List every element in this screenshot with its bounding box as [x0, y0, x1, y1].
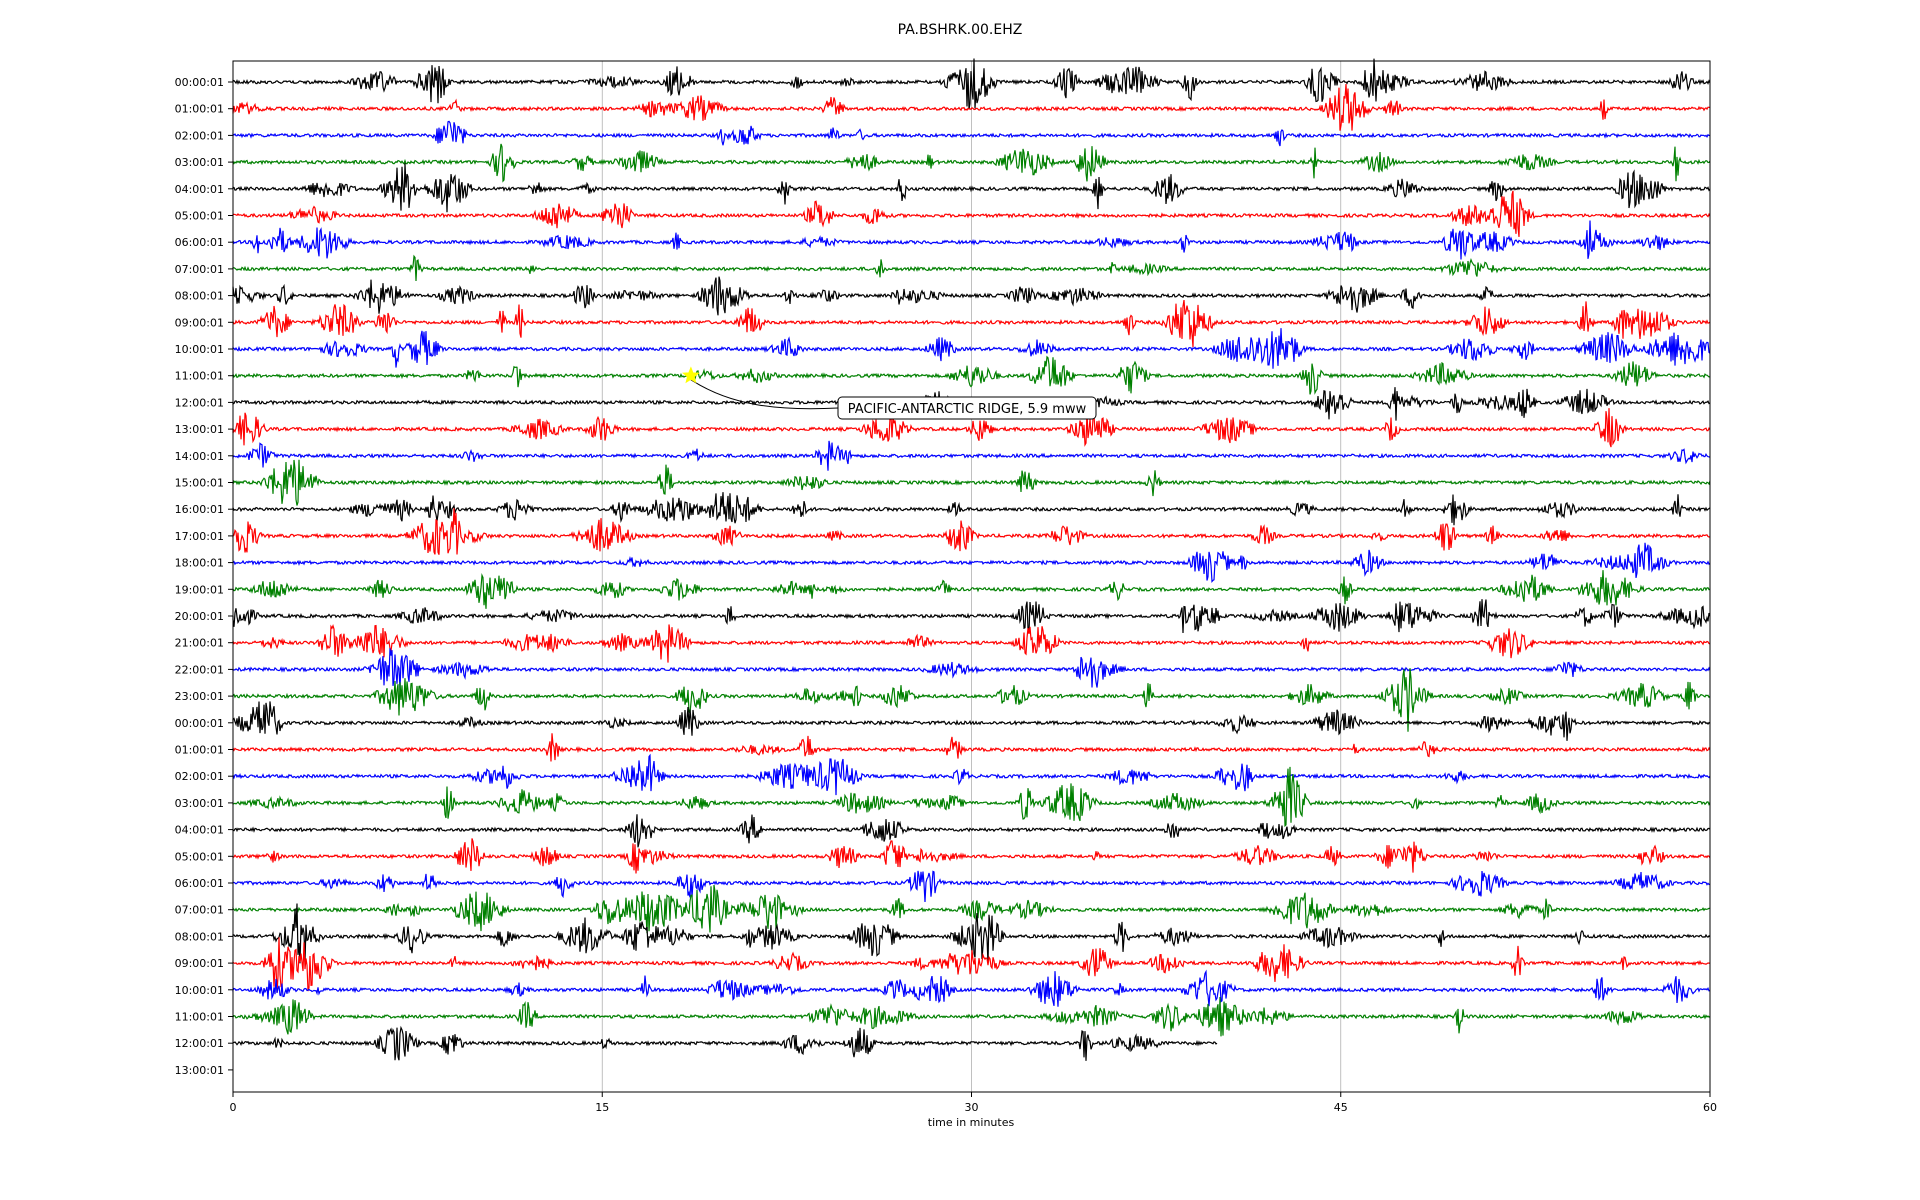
trace-row-2	[232, 120, 1711, 147]
trace-row-36	[232, 1025, 1218, 1061]
x-tick-label-2: 30	[965, 1101, 979, 1114]
grid-lines	[601, 61, 1342, 1092]
y-tick-label-16: 16:00:01	[175, 503, 224, 516]
y-tick-label-26: 02:00:01	[175, 770, 224, 783]
y-tick-label-15: 15:00:01	[175, 477, 224, 490]
trace-row-32	[232, 903, 1711, 964]
x-tick-label-3: 45	[1334, 1101, 1348, 1114]
y-tick-label-32: 08:00:01	[175, 930, 224, 943]
x-axis-label: time in minutes	[928, 1116, 1015, 1129]
x-tick-label-4: 60	[1703, 1101, 1717, 1114]
annotation-connector	[690, 379, 839, 410]
y-tick-label-13: 13:00:01	[175, 423, 224, 436]
trace-row-19	[232, 570, 1711, 609]
y-tick-label-24: 00:00:01	[175, 717, 224, 730]
trace-row-22	[232, 648, 1711, 690]
trace-row-23	[232, 668, 1711, 732]
trace-row-14	[232, 440, 1711, 471]
y-tick-label-2: 02:00:01	[175, 129, 224, 142]
y-tick-label-35: 11:00:01	[175, 1011, 224, 1024]
trace-row-1	[232, 83, 1711, 131]
trace-row-7	[232, 254, 1711, 282]
trace-row-9	[232, 300, 1711, 348]
y-tick-label-6: 06:00:01	[175, 236, 224, 249]
annotation-text: PACIFIC-ANTARCTIC RIDGE, 5.9 mww	[848, 402, 1087, 417]
event-star-icon	[682, 366, 700, 384]
trace-row-21	[232, 624, 1711, 663]
y-tick-label-22: 22:00:01	[175, 663, 224, 676]
trace-row-8	[232, 276, 1711, 316]
trace-row-16	[232, 492, 1711, 526]
trace-row-30	[232, 870, 1711, 903]
plot-frame	[232, 60, 1711, 1093]
seismic-traces	[232, 58, 1711, 1061]
y-tick-label-36: 12:00:01	[175, 1037, 224, 1050]
y-tick-label-5: 05:00:01	[175, 210, 224, 223]
y-tick-label-37: 13:00:01	[175, 1064, 224, 1077]
trace-row-20	[232, 599, 1711, 634]
x-axis-ticks: 0 15 30 45 60	[230, 1092, 1717, 1114]
y-tick-label-30: 06:00:01	[175, 877, 224, 890]
trace-row-35	[232, 996, 1711, 1037]
annotation-box	[837, 396, 1097, 420]
y-tick-label-10: 10:00:01	[175, 343, 224, 356]
y-tick-label-8: 08:00:01	[175, 290, 224, 303]
y-tick-label-9: 09:00:01	[175, 316, 224, 329]
y-tick-label-14: 14:00:01	[175, 450, 224, 463]
y-tick-label-23: 23:00:01	[175, 690, 224, 703]
y-tick-labels: 00:00:01 01:00:01 02:00:01 03:00:01 04:00:01…	[175, 76, 233, 1077]
y-tick-label-0: 00:00:01	[175, 76, 224, 89]
y-tick-label-31: 07:00:01	[175, 904, 224, 917]
y-tick-label-17: 17:00:01	[175, 530, 224, 543]
y-tick-label-27: 03:00:01	[175, 797, 224, 810]
y-tick-label-21: 21:00:01	[175, 637, 224, 650]
trace-row-33	[232, 937, 1711, 993]
x-tick-label-0: 0	[230, 1101, 237, 1114]
trace-row-6	[232, 220, 1711, 260]
chart-title: PA.BSHRK.00.EHZ	[897, 22, 1023, 38]
trace-row-34	[232, 969, 1711, 1007]
y-tick-label-25: 01:00:01	[175, 744, 224, 757]
x-tick-label-1: 15	[595, 1101, 609, 1114]
trace-row-3	[232, 143, 1711, 183]
y-tick-label-18: 18:00:01	[175, 557, 224, 570]
y-tick-label-34: 10:00:01	[175, 984, 224, 997]
event-annotation: PACIFIC-ANTARCTIC RIDGE, 5.9 mww	[682, 366, 1097, 420]
trace-row-27	[232, 766, 1711, 828]
trace-row-15	[232, 459, 1711, 506]
y-tick-label-11: 11:00:01	[175, 370, 224, 383]
y-tick-label-28: 04:00:01	[175, 824, 224, 837]
trace-row-13	[232, 408, 1711, 448]
y-tick-label-7: 07:00:01	[175, 263, 224, 276]
y-tick-label-29: 05:00:01	[175, 850, 224, 863]
y-tick-label-3: 03:00:01	[175, 156, 224, 169]
trace-row-24	[232, 701, 1711, 741]
y-tick-label-1: 01:00:01	[175, 103, 224, 116]
trace-row-11	[232, 355, 1710, 395]
trace-row-5	[232, 190, 1711, 237]
trace-row-26	[232, 753, 1711, 796]
trace-row-4	[232, 163, 1711, 213]
y-tick-label-4: 04:00:01	[175, 183, 224, 196]
trace-row-25	[232, 733, 1711, 762]
trace-row-18	[232, 542, 1711, 583]
trace-row-31	[232, 884, 1710, 934]
y-tick-label-12: 12:00:01	[175, 396, 224, 409]
trace-row-29	[232, 838, 1711, 874]
y-tick-label-19: 19:00:01	[175, 583, 224, 596]
trace-row-28	[232, 814, 1711, 848]
y-tick-label-33: 09:00:01	[175, 957, 224, 970]
trace-row-0	[232, 58, 1711, 110]
trace-row-10	[232, 328, 1711, 369]
y-tick-label-20: 20:00:01	[175, 610, 224, 623]
trace-row-17	[232, 508, 1711, 555]
